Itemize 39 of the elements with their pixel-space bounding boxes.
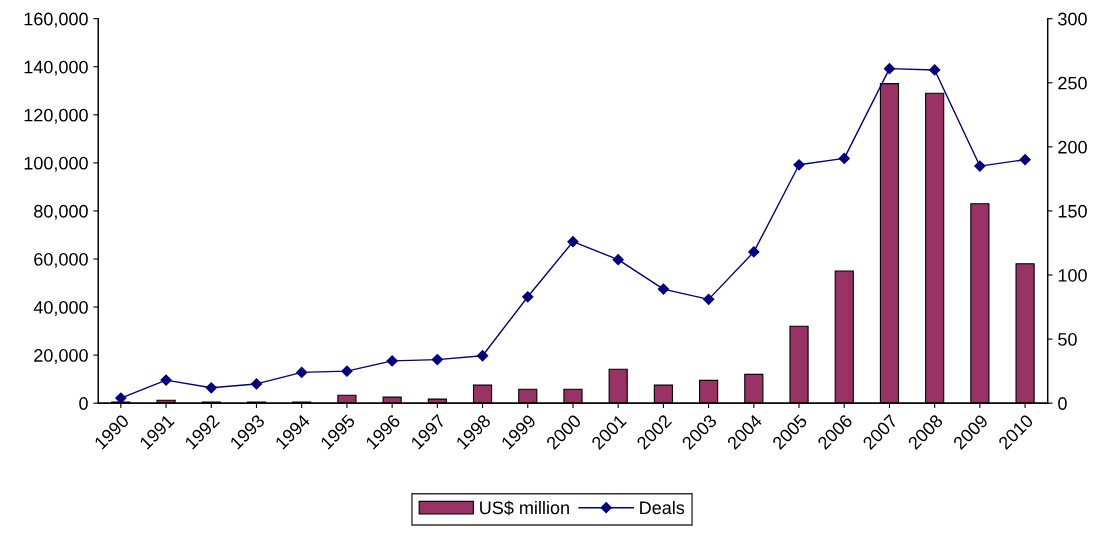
legend-label: US$ million <box>480 500 569 516</box>
point <box>115 392 127 404</box>
y-tick-label: 40,000 <box>33 300 88 316</box>
point <box>341 365 353 377</box>
y-tick-label: 160,000 <box>24 12 88 28</box>
point <box>838 152 850 164</box>
legend-label: Deals <box>640 500 685 515</box>
point <box>160 374 172 386</box>
y2-tick-label: 300 <box>1058 12 1087 26</box>
point <box>612 254 624 266</box>
y-tick-label: 140,000 <box>24 60 88 76</box>
point <box>250 378 263 390</box>
point <box>1019 154 1031 166</box>
y2-tick-label: 100 <box>1058 268 1087 282</box>
point <box>883 63 896 75</box>
point <box>205 382 217 394</box>
y2-tick-label: 150 <box>1058 204 1087 218</box>
y-tick-label: 100,000 <box>24 156 88 172</box>
point <box>793 159 805 171</box>
point <box>974 160 986 172</box>
y-tick-label: 80,000 <box>34 204 88 220</box>
y-tick-label: 20,000 <box>34 349 88 364</box>
point <box>703 293 715 305</box>
point <box>476 350 489 362</box>
y-tick-label: 60,000 <box>34 252 88 268</box>
point <box>929 64 941 76</box>
point <box>567 236 579 248</box>
point <box>386 355 398 367</box>
y2-tick-label: 200 <box>1058 140 1087 154</box>
y-tick-label: 0 <box>79 397 88 410</box>
point <box>657 283 670 295</box>
y2-tick-label: 50 <box>1058 333 1077 346</box>
point <box>431 353 443 366</box>
y2-tick-label: 0 <box>1058 397 1067 410</box>
y2-tick-label: 250 <box>1058 76 1087 90</box>
point <box>296 366 308 379</box>
point <box>748 246 760 258</box>
point <box>522 291 534 303</box>
y-tick-label: 120,000 <box>24 108 88 124</box>
